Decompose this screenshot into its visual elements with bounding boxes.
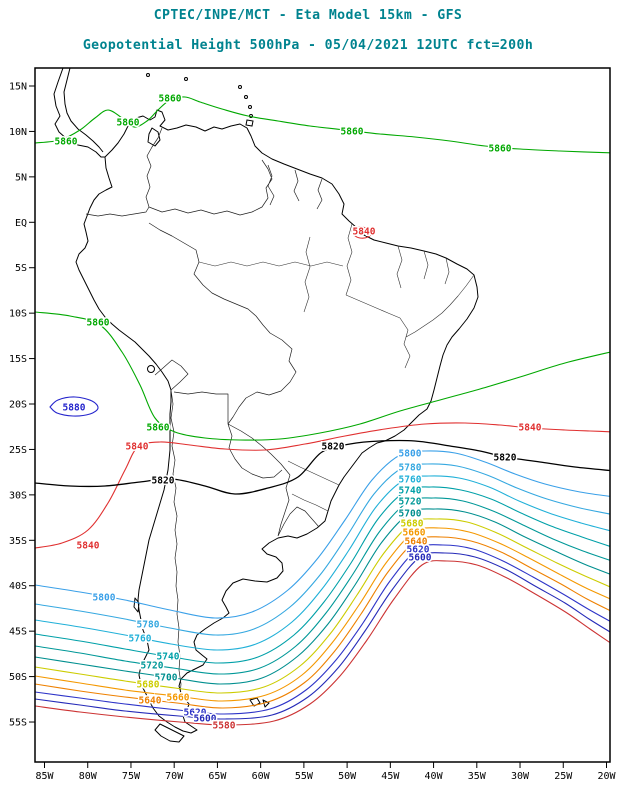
state-borders [198,223,475,512]
contour-label-5760: 5760 [129,634,152,645]
contour-line-5580 [35,560,610,726]
lat-label: 50S [9,672,27,683]
contour-label-5620: 5620 [184,708,207,719]
contour-label-5820: 5820 [322,442,345,453]
contour-label-5860: 5860 [117,118,140,129]
contour-line-5880 [49,396,99,417]
lat-label: 35S [9,536,27,547]
lon-label: 55W [295,771,314,782]
contour-line-5760 [35,475,610,651]
contour-label-5840: 5840 [126,442,149,453]
lat-label: 15S [9,354,27,365]
contour-label-5800: 5800 [399,449,422,460]
contour-label-5880: 5880 [63,403,86,414]
lat-label: 55S [9,718,27,729]
contour-line-5620 [35,544,610,715]
lat-label: 40S [9,581,27,592]
contour-label-5600: 5600 [409,553,432,564]
contour-label-5720: 5720 [399,497,422,508]
contour-line-5720 [35,497,610,675]
contour-label-5840: 5840 [353,227,376,238]
basemap-layer [53,68,479,743]
chart-title-line1: CPTEC/INPE/MCT - Eta Model 15km - GFS [154,8,463,23]
contour-label-5860: 5860 [159,94,182,105]
lon-label: 35W [468,771,487,782]
lat-label: 5N [15,172,27,183]
contour-label-5700: 5700 [155,673,178,684]
contour-label-5780: 5780 [137,620,160,631]
contour-line-5840 [351,226,373,239]
contour-label-5820: 5820 [152,476,175,487]
contour-label-5820: 5820 [494,453,517,464]
lon-label: 30W [511,771,530,782]
country-borders [85,127,323,696]
chart-title-line2: Geopotential Height 500hPa - 05/04/2021 … [83,37,533,53]
contour-line-5780 [35,463,610,636]
lat-label: 30S [9,490,27,501]
lon-label: 50W [338,771,357,782]
south-america-coastline [53,68,479,743]
lon-label: 25W [554,771,573,782]
contour-label-5860: 5860 [489,144,512,155]
contour-label-5660: 5660 [403,528,426,539]
lat-label: 10N [9,127,27,138]
contour-line-5600 [35,552,610,720]
contour-label-5860: 5860 [147,423,170,434]
contour-label-layer: 5860 5860 5860 5860 5860 5840 5880 5860 5860 5840… [53,92,543,733]
contour-line-5840 [35,422,610,549]
lake-titicaca [147,365,155,373]
lon-label: 70W [165,771,184,782]
map-frame-border [34,67,611,763]
axis-layer: 15N 10N 5N EQ 5S 10S 15S 20S 25S 30S 35S 40S 45S 50S 5… [9,82,617,783]
contour-label-5640: 5640 [405,537,428,548]
contour-line-5740 [35,486,610,664]
contour-label-5800: 5800 [93,593,116,604]
contour-label-5600: 5600 [194,714,217,725]
lat-label: 5S [15,263,27,274]
contour-line-5860 [35,311,610,441]
lat-label: 15N [9,82,27,93]
lon-label: 60W [252,771,271,782]
contour-line-5700 [35,508,610,685]
contour-label-5740: 5740 [157,652,180,663]
contour-label-5620: 5620 [407,545,430,556]
caribbean-islands [146,73,254,373]
lon-label: 40W [425,771,444,782]
contour-line-5820 [35,439,610,495]
lon-label: 85W [35,771,54,782]
contour-label-5660: 5660 [167,693,190,704]
lat-label: 25S [9,445,27,456]
lon-label: 75W [122,771,141,782]
contour-line-5800 [35,450,610,619]
contour-layer [35,96,610,726]
lon-label: 45W [381,771,400,782]
contour-label-5580: 5580 [213,721,236,732]
contour-label-5860: 5860 [341,127,364,138]
contour-label-5840: 5840 [519,423,542,434]
contour-line-5860 [35,96,610,154]
contour-label-5840: 5840 [77,541,100,552]
contour-label-5740: 5740 [399,486,422,497]
contour-label-5680: 5680 [401,519,424,530]
contour-label-5780: 5780 [399,463,422,474]
contour-label-5640: 5640 [139,696,162,707]
contour-line-5660 [35,527,610,702]
lon-label: 80W [79,771,98,782]
lat-label: 45S [9,627,27,638]
lat-label: 10S [9,309,27,320]
contour-label-5700: 5700 [399,509,422,520]
contour-label-5720: 5720 [141,661,164,672]
contour-label-5860: 5860 [55,137,78,148]
contour-label-5860: 5860 [87,318,110,329]
lat-label: EQ [15,218,27,229]
contour-line-5640 [35,536,610,709]
lon-label: 20W [597,771,616,782]
contour-label-5680: 5680 [137,680,160,691]
contour-label-5760: 5760 [399,475,422,486]
lon-label: 65W [208,771,227,782]
lat-label: 20S [9,400,27,411]
contour-line-5680 [35,518,610,694]
